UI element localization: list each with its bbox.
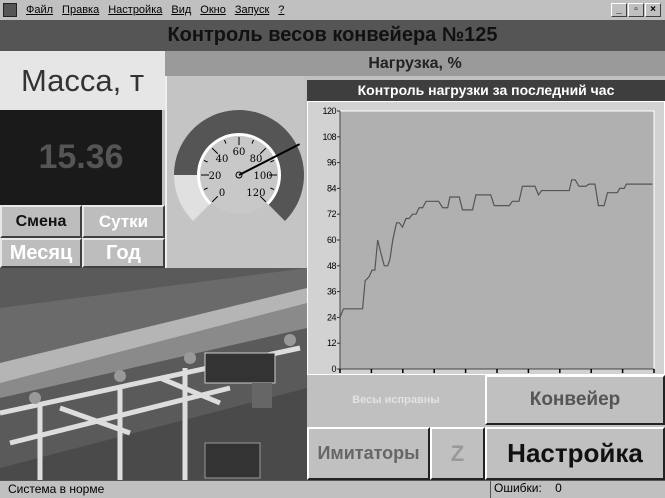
period-month-button[interactable]: Месяц <box>0 238 82 268</box>
load-chart: 0 12 24 36 48 60 72 84 96 108 120 <box>322 106 655 374</box>
gauge-needle-hub <box>235 171 243 179</box>
gauge-ring <box>174 110 304 221</box>
menu-bar: Файл Правка Настройка Вид Окно Запуск ? <box>0 0 665 20</box>
gauge-tick <box>211 195 219 203</box>
menu-file[interactable]: Файл <box>26 4 54 16</box>
simulators-button[interactable]: Имитаторы <box>307 427 430 480</box>
y-tick-label: 96 <box>327 158 337 168</box>
menu-edit[interactable]: Правка <box>62 4 100 16</box>
y-tick-label: 120 <box>322 106 336 116</box>
period-year-button[interactable]: Год <box>82 238 165 268</box>
chart-title: Контроль нагрузки за последний час <box>307 80 665 101</box>
gauge-tick-label: 20 <box>209 171 222 182</box>
y-tick-label: 12 <box>327 338 337 348</box>
gauge-tick <box>270 159 275 163</box>
load-series-line <box>339 179 653 318</box>
gauge-scale-arc <box>197 133 281 205</box>
y-tick-label: 48 <box>327 261 337 271</box>
gauge-tick <box>251 139 255 144</box>
errors-label: Ошибки: <box>494 481 542 495</box>
menu-help[interactable]: ? <box>278 4 285 16</box>
gauge-tick-label: 120 <box>246 188 265 199</box>
y-tick-label: 36 <box>327 287 337 297</box>
plot-area <box>339 110 655 370</box>
gauge-tick <box>203 187 208 191</box>
app-icon[interactable] <box>3 3 17 17</box>
menu-run[interactable]: Запуск <box>234 4 270 16</box>
menu-view[interactable]: Вид <box>171 4 192 16</box>
load-header: Нагрузка, % <box>165 51 665 76</box>
load-gauge: 0 20 40 60 80 100 120 <box>174 110 304 221</box>
gauge-tick <box>223 139 227 144</box>
window-controls: _ ▫ × <box>611 3 661 17</box>
gauge-tick-label: 60 <box>233 147 246 158</box>
gauge-tick-label: 100 <box>253 171 272 182</box>
load-chart-panel: 0 12 24 36 48 60 72 84 96 108 120 <box>307 101 665 375</box>
close-button[interactable]: × <box>645 3 661 17</box>
period-shift-button[interactable]: Смена <box>0 205 82 238</box>
gauge-needle <box>238 143 301 176</box>
gauge-tick <box>211 147 219 155</box>
conveyor-illustration <box>0 268 307 480</box>
errors-field: Ошибки: 0 <box>490 481 660 498</box>
maximize-button[interactable]: ▫ <box>628 3 644 17</box>
gauge-tick <box>203 159 208 163</box>
mass-label: Масса, т <box>0 51 165 110</box>
y-tick-label: 72 <box>327 209 337 219</box>
settings-button[interactable]: Настройка <box>485 427 665 480</box>
minimize-button[interactable]: _ <box>611 3 627 17</box>
y-tick-label: 108 <box>322 132 336 142</box>
conveyor-button[interactable]: Конвейер <box>485 375 665 425</box>
scales-status-label: Весы исправны <box>307 375 485 425</box>
y-tick-label: 0 <box>331 364 336 374</box>
gauge-low-zone <box>174 175 211 221</box>
status-message: Система в норме <box>8 482 105 496</box>
zero-button[interactable]: Z <box>430 427 485 480</box>
menu-settings[interactable]: Настройка <box>108 4 163 16</box>
gauge-tick <box>259 147 267 155</box>
y-tick-label: 60 <box>327 235 337 245</box>
status-bar: Система в норме Ошибки: 0 <box>0 480 665 498</box>
gauge-tick-label: 80 <box>250 154 263 165</box>
menu-window[interactable]: Окно <box>200 4 226 16</box>
gauge-tick <box>270 187 275 191</box>
errors-count: 0 <box>555 481 562 495</box>
load-gauge-panel: 0 20 40 60 80 100 120 <box>165 76 305 268</box>
gauge-tick <box>259 195 267 203</box>
y-tick-label: 24 <box>327 312 337 322</box>
gauge-tick-label: 0 <box>219 188 225 199</box>
page-title: Контроль весов конвейера №125 <box>0 20 665 51</box>
period-day-button[interactable]: Сутки <box>82 205 165 238</box>
mass-value: 15.36 <box>0 110 162 205</box>
y-tick-label: 84 <box>327 183 337 193</box>
gauge-tick-label: 40 <box>216 154 229 165</box>
